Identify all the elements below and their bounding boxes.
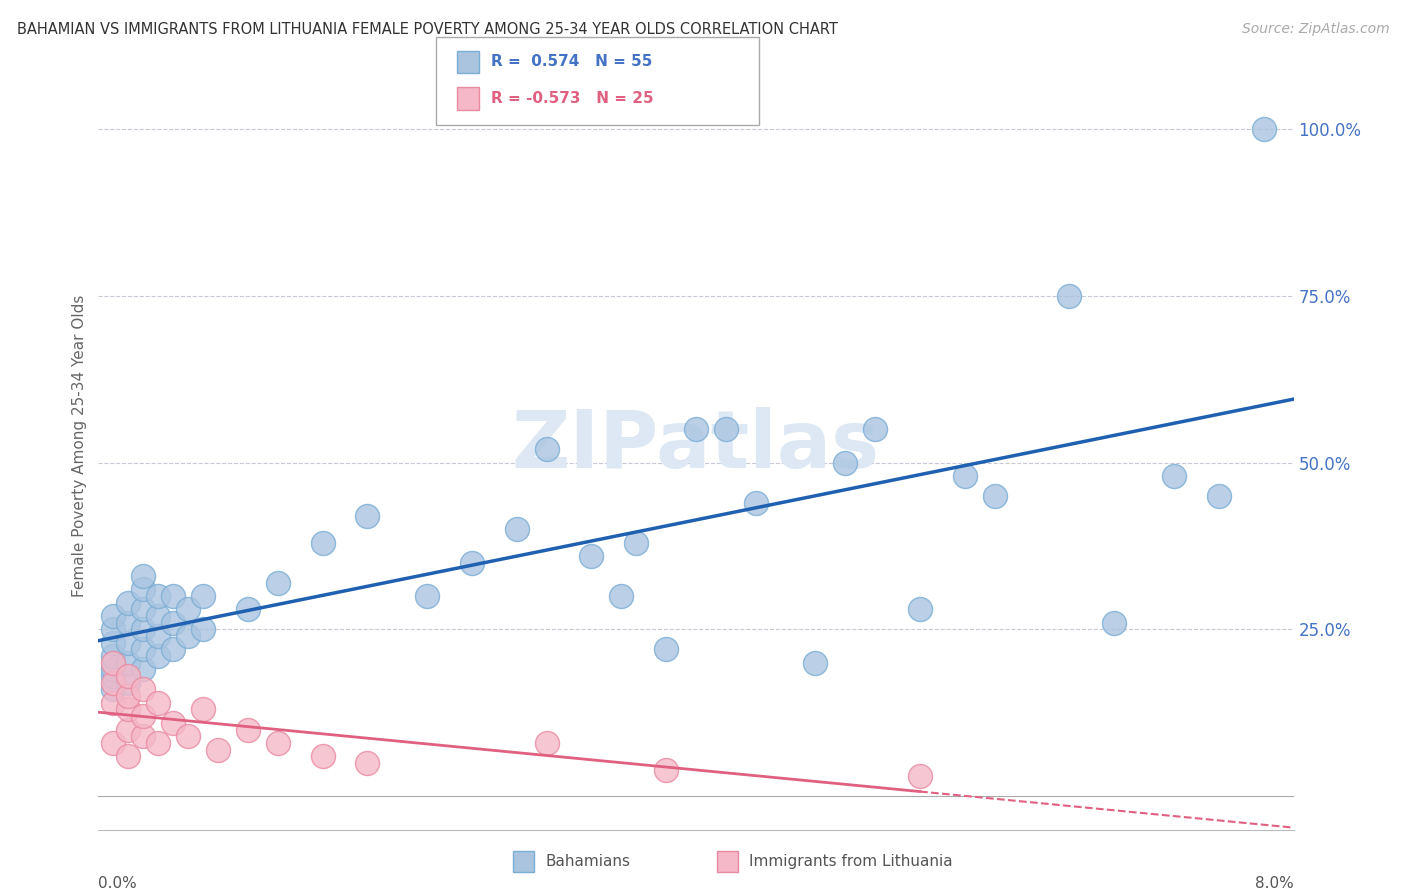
Point (655, 763, 678, 777)
Point (416, 589, 439, 603)
Point (162, 615, 184, 630)
Point (132, 623, 155, 637)
Point (132, 682, 155, 697)
Y-axis label: Female Poverty Among 25-34 Year Olds: Female Poverty Among 25-34 Year Olds (72, 295, 87, 597)
Point (162, 589, 184, 603)
Point (103, 609, 125, 624)
Point (162, 642, 184, 657)
Point (117, 723, 139, 737)
Point (311, 749, 333, 764)
Text: Immigrants from Lithuania: Immigrants from Lithuania (749, 855, 953, 870)
Point (191, 589, 214, 603)
Text: Bahamians: Bahamians (546, 855, 630, 870)
Point (1059, 289, 1081, 303)
Point (148, 609, 170, 624)
Point (103, 656, 125, 670)
Point (117, 702, 139, 716)
Text: ZIPatlas: ZIPatlas (512, 407, 880, 485)
Point (117, 675, 139, 690)
Point (103, 682, 125, 697)
Point (177, 629, 200, 643)
Point (117, 596, 139, 610)
Point (953, 469, 976, 483)
Point (356, 509, 378, 524)
Point (117, 669, 139, 683)
Point (132, 642, 155, 657)
Point (103, 675, 125, 690)
Point (536, 442, 558, 457)
Point (148, 589, 170, 603)
Point (655, 642, 678, 657)
Text: Source: ZipAtlas.com: Source: ZipAtlas.com (1241, 22, 1389, 37)
Text: R =  0.574   N = 55: R = 0.574 N = 55 (491, 54, 652, 70)
Point (148, 629, 170, 643)
Text: BAHAMIAN VS IMMIGRANTS FROM LITHUANIA FEMALE POVERTY AMONG 25-34 YEAR OLDS CORRE: BAHAMIAN VS IMMIGRANTS FROM LITHUANIA FE… (17, 22, 838, 37)
Point (267, 575, 290, 590)
Point (984, 489, 1007, 503)
Point (745, 496, 768, 510)
Point (356, 756, 378, 770)
Point (132, 602, 155, 616)
Point (148, 649, 170, 664)
Text: 0.0%: 0.0% (98, 876, 138, 890)
Point (132, 663, 155, 677)
Point (311, 535, 333, 549)
Point (132, 709, 155, 723)
Point (685, 422, 707, 436)
Point (103, 736, 125, 750)
Point (461, 556, 484, 570)
Point (1104, 615, 1126, 630)
Point (714, 422, 737, 436)
Point (148, 736, 170, 750)
Point (267, 736, 290, 750)
Point (132, 729, 155, 743)
Point (177, 729, 200, 743)
Text: 8.0%: 8.0% (1254, 876, 1294, 890)
Point (117, 636, 139, 650)
Point (103, 636, 125, 650)
Point (236, 723, 259, 737)
Point (207, 742, 229, 756)
Point (132, 582, 155, 597)
Point (117, 749, 139, 764)
Point (103, 649, 125, 664)
Point (132, 569, 155, 583)
Point (908, 602, 931, 616)
Point (117, 656, 139, 670)
Point (191, 702, 214, 716)
Point (103, 623, 125, 637)
Point (804, 656, 827, 670)
Point (117, 689, 139, 703)
Point (581, 549, 603, 563)
Point (103, 669, 125, 683)
Text: R = -0.573   N = 25: R = -0.573 N = 25 (491, 91, 654, 106)
Point (236, 602, 259, 616)
Point (148, 696, 170, 710)
Point (103, 696, 125, 710)
Point (506, 522, 529, 536)
Point (908, 769, 931, 783)
Point (177, 602, 200, 616)
Point (1208, 489, 1230, 503)
Point (162, 715, 184, 730)
Point (1163, 469, 1185, 483)
Point (536, 736, 558, 750)
Point (191, 623, 214, 637)
Point (117, 615, 139, 630)
Point (1253, 122, 1275, 136)
Point (834, 456, 856, 470)
Point (865, 422, 887, 436)
Point (103, 663, 125, 677)
Point (626, 535, 648, 549)
Point (610, 589, 633, 603)
